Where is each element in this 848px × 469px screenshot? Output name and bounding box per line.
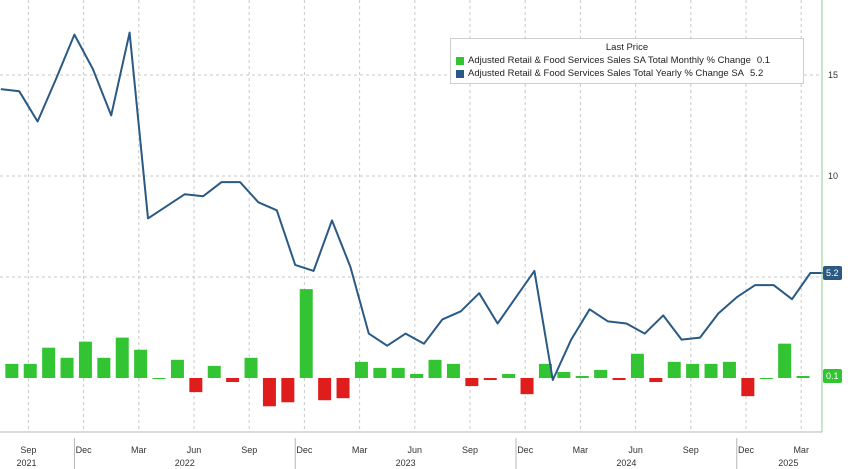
x-tick-label: Sep [20,445,36,455]
legend-swatch-blue [456,69,464,78]
bar-monthly-change [60,357,74,378]
x-year-label: 2024 [616,458,636,468]
x-year-label: 2025 [778,458,798,468]
bar-monthly-change [134,349,148,378]
bar-monthly-change [502,373,516,378]
bar-monthly-change [226,378,240,383]
x-tick-label: Mar [352,445,368,455]
x-tick-label: Dec [738,445,755,455]
x-tick-label: Dec [76,445,93,455]
y-tick-label: 10 [828,171,838,181]
bar-monthly-change [97,357,111,378]
bar-monthly-change [538,363,552,378]
bar-monthly-change [318,378,332,401]
bar-monthly-change [630,353,644,378]
y-tick-label: 15 [828,70,838,80]
bar-monthly-change [207,365,221,378]
bar-monthly-change [649,378,663,383]
bar-monthly-change [741,378,755,397]
legend-label-monthly: Adjusted Retail & Food Services Sales SA… [468,55,751,66]
bar-monthly-change [686,363,700,378]
bar-monthly-change [5,363,19,378]
legend-swatch-green [456,56,464,65]
bar-monthly-change [612,378,626,381]
bar-monthly-change [23,363,37,378]
bar-monthly-change [557,371,571,378]
x-tick-label: Sep [683,445,699,455]
yearly-change-line [0,31,829,381]
x-tick-label: Jun [187,445,202,455]
bar-monthly-change [520,378,534,395]
bar-monthly-change [759,378,773,379]
legend-label-yearly: Adjusted Retail & Food Services Sales To… [468,68,745,79]
bar-monthly-change [336,378,350,399]
bar-monthly-change [594,369,608,378]
bar-monthly-change [189,378,203,393]
line-yearly-change [0,31,829,381]
x-tick-label: Sep [241,445,257,455]
bar-monthly-change [667,361,681,378]
bar-monthly-change [778,343,792,378]
bar-monthly-change [244,357,258,378]
x-tick-label: Dec [517,445,534,455]
x-tick-label: Jun [408,445,423,455]
bar-monthly-change [722,361,736,378]
bar-monthly-change [575,375,589,378]
bar-monthly-change [391,367,405,378]
legend-value-yearly: 5.2 [750,68,764,79]
bar-monthly-change [446,363,460,378]
monthly-change-bars [5,289,810,407]
bar-monthly-change [262,378,276,407]
bar-monthly-change [115,337,129,378]
x-tick-label: Mar [573,445,589,455]
x-year-label: 2021 [17,458,37,468]
bar-monthly-change [465,378,479,387]
x-tick-label: Mar [131,445,147,455]
x-tick-label: Sep [462,445,478,455]
bar-monthly-change [373,367,387,378]
bar-monthly-change [78,341,92,378]
legend-title: Last Price [605,42,649,53]
last-value-badge-monthly: 0.1 [823,368,842,383]
legend-entry-monthly: Adjusted Retail & Food Services Sales SA… [451,54,803,67]
bar-monthly-change [428,359,442,378]
x-tick-label: Mar [793,445,809,455]
bar-monthly-change [483,378,497,381]
x-year-label: 2022 [175,458,195,468]
bar-monthly-change [152,378,166,379]
bar-monthly-change [170,359,184,378]
x-tick-label: Dec [296,445,313,455]
bar-monthly-change [299,289,313,378]
legend-value-monthly: 0.1 [756,55,771,66]
bar-monthly-change [796,375,810,378]
x-year-label: 2023 [396,458,416,468]
chart-legend: Last Price Adjusted Retail & Food Servic… [450,38,804,84]
bar-monthly-change [281,378,295,403]
bar-monthly-change [354,361,368,378]
bar-monthly-change [42,347,56,378]
bar-monthly-change [410,373,424,378]
bar-monthly-change [704,363,718,378]
legend-entry-yearly: Adjusted Retail & Food Services Sales To… [451,67,803,80]
x-tick-label: Jun [628,445,643,455]
last-value-badge-yearly: 5.2 [823,265,842,280]
